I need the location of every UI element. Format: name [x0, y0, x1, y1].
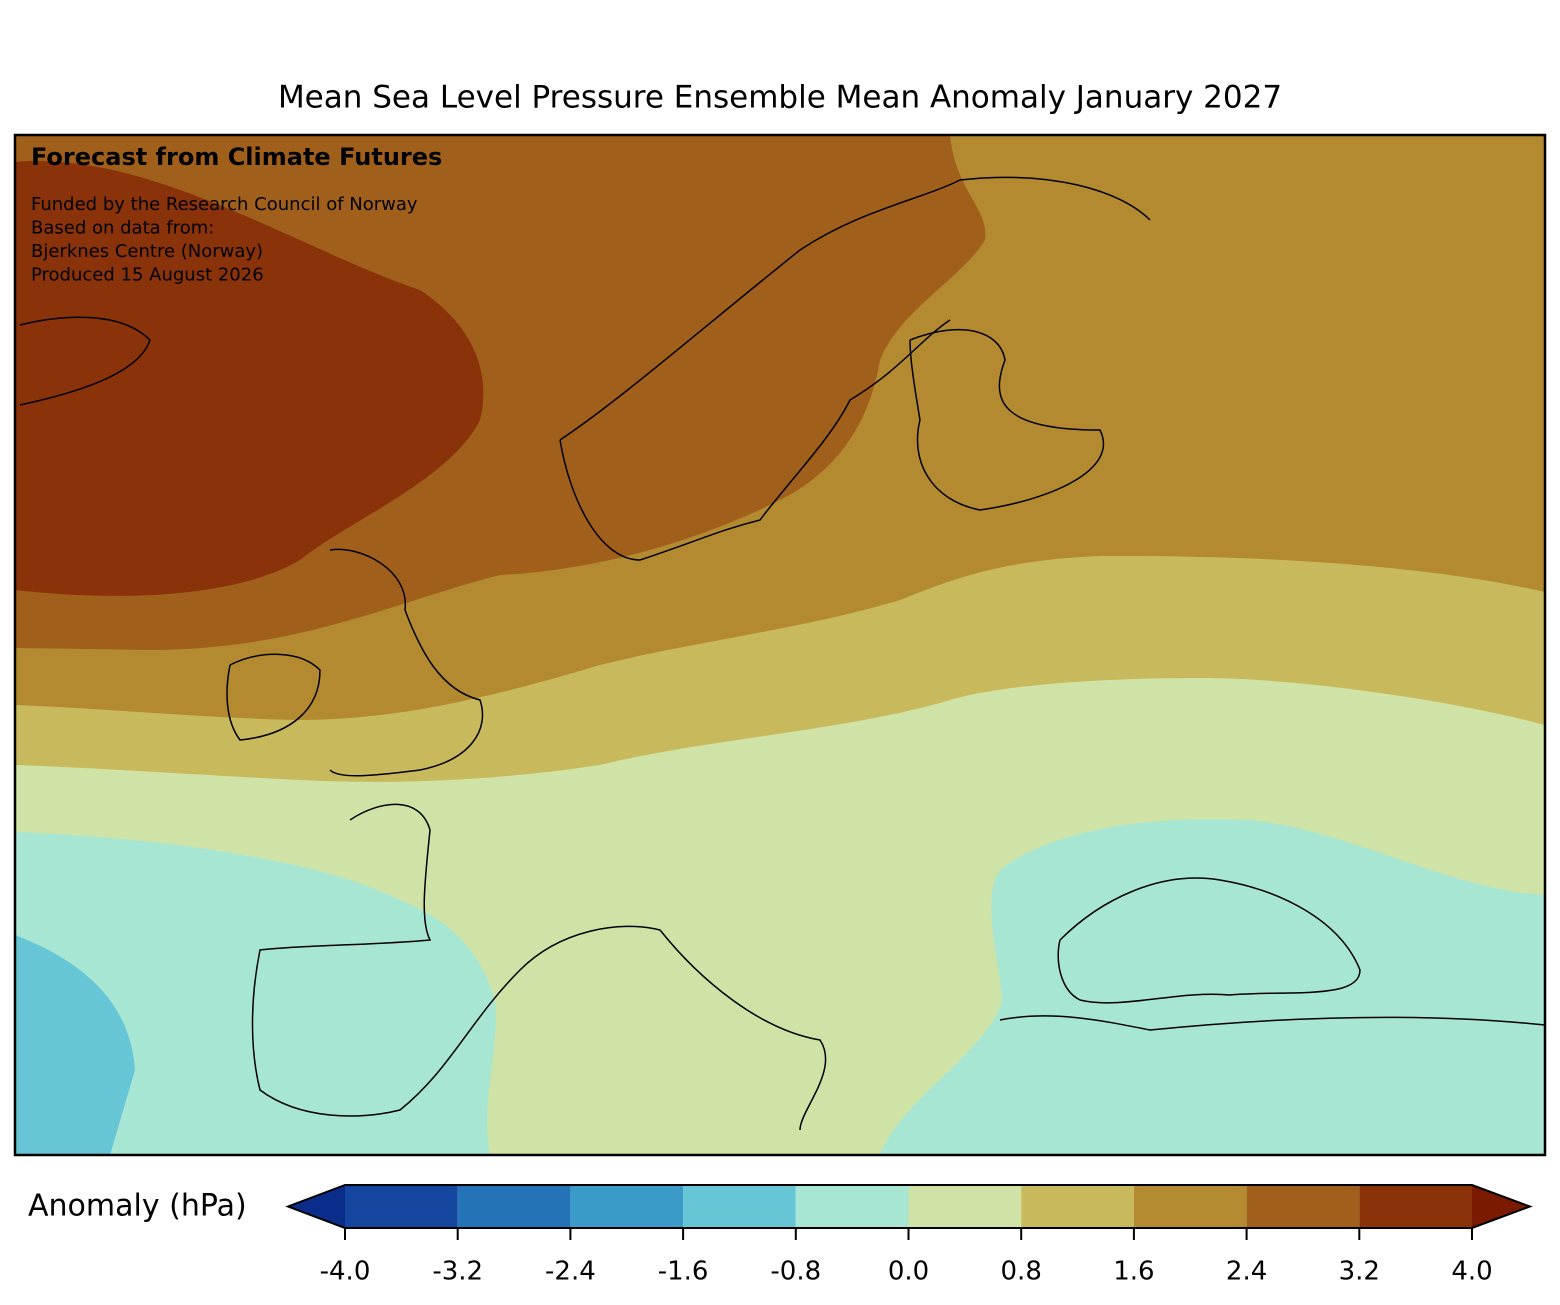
map-frame — [13, 133, 1547, 1157]
colorbar-segment — [795, 1185, 909, 1228]
colorbar-extend — [288, 1185, 345, 1228]
map — [13, 133, 1547, 1157]
contour-band — [15, 935, 135, 1155]
colorbar-tick-label: 0.8 — [1001, 1257, 1042, 1287]
title: Mean Sea Level Pressure Ensemble Mean An… — [278, 80, 1282, 116]
colorbar-tick-label: 3.2 — [1339, 1257, 1380, 1287]
colorbar-segment — [908, 1185, 1022, 1228]
colorbar-segment — [1246, 1185, 1360, 1228]
colorbar-tick-label: 0.0 — [888, 1257, 929, 1287]
colorbar-tick-label: -0.8 — [770, 1257, 821, 1287]
colorbar-tick-label: -3.2 — [432, 1257, 483, 1287]
colorbar-tick-label: -1.6 — [658, 1257, 709, 1287]
colorbar-tick-label: -2.4 — [545, 1257, 596, 1287]
colorbar-segment — [683, 1185, 796, 1228]
colorbar-segment — [457, 1185, 571, 1228]
contour-band — [15, 161, 484, 596]
colorbar-segment — [1133, 1185, 1247, 1228]
note: Bjerknes Centre (Norway) — [31, 241, 263, 262]
colorbar-segment — [570, 1185, 684, 1228]
heading: Forecast from Climate Futures — [31, 143, 442, 171]
notes: Funded by the Research Council of Norway… — [31, 194, 418, 286]
colorbar-extend — [1472, 1185, 1530, 1228]
note: Based on data from: — [31, 218, 214, 239]
colorbar-tick-label: 4.0 — [1451, 1257, 1492, 1287]
colorbar-tick-label: 2.4 — [1226, 1257, 1267, 1287]
colorbar: -4.0 -3.2 -2.4 -1.6 -0.8 0.0 0.8 1.6 2.4 3.2 4.0 — [285, 1184, 1533, 1287]
colorbar-tick-label: 1.6 — [1113, 1257, 1154, 1287]
colorbar-segment — [345, 1185, 458, 1228]
colorbar-label: Anomaly (hPa) — [28, 1189, 247, 1224]
note: Produced 15 August 2026 — [31, 265, 264, 286]
note: Funded by the Research Council of Norway — [31, 194, 418, 215]
colorbar-segment — [1359, 1185, 1472, 1228]
coastline — [19, 176, 1545, 1131]
colorbar-segment — [1021, 1185, 1134, 1228]
colorbar-tick-label: -4.0 — [320, 1257, 371, 1287]
